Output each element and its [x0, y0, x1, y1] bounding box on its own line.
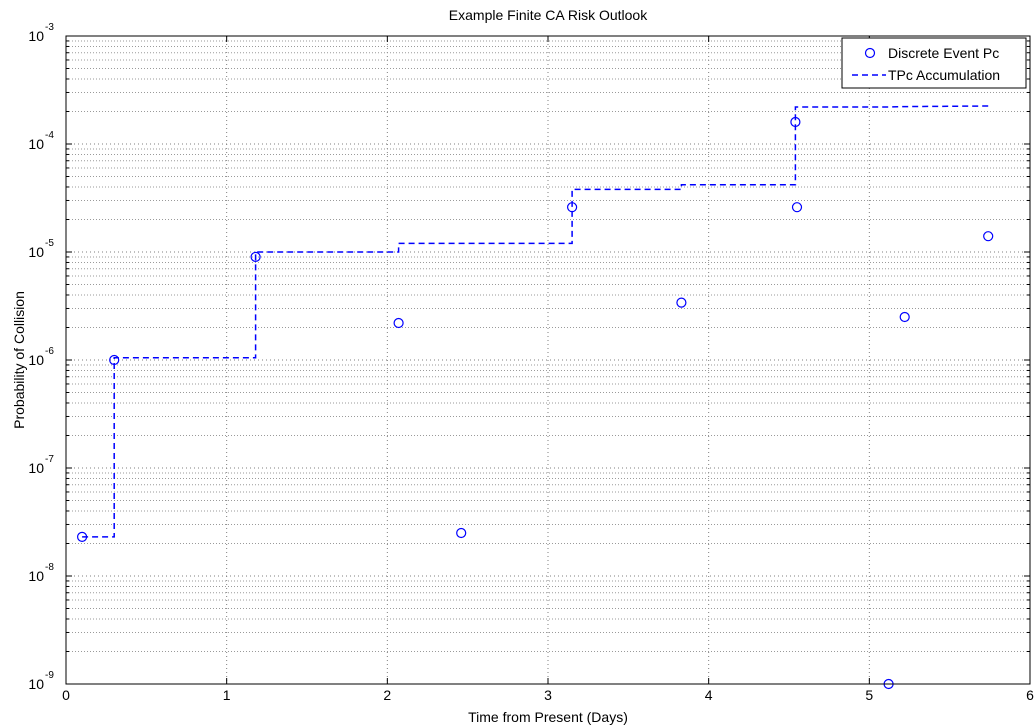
chart-title: Example Finite CA Risk Outlook — [449, 7, 648, 23]
y-tick-label-exponent: -6 — [45, 346, 54, 357]
x-axis-title: Time from Present (Days) — [468, 709, 628, 725]
x-tick-label: 5 — [865, 687, 873, 703]
data-point-discrete-event-pc — [76, 531, 88, 543]
x-tick-label: 2 — [383, 687, 391, 703]
y-tick-label-exponent: -5 — [45, 238, 54, 249]
y-tick-label: 10 — [28, 676, 44, 692]
grid — [66, 36, 1030, 684]
x-tick-label: 6 — [1026, 687, 1034, 703]
x-tick-label: 0 — [62, 687, 70, 703]
data-point-discrete-event-pc — [393, 317, 404, 329]
legend-label-discrete-event-pc: Discrete Event Pc — [888, 45, 999, 61]
y-axis-title: Probability of Collision — [11, 291, 27, 429]
tick-labels: 0 1 2 3 4 5 610-910-810-710-610-510-410-3 — [28, 22, 1034, 703]
data-point-discrete-event-pc — [899, 311, 910, 323]
legend-marker-discrete-event-pc — [864, 47, 876, 59]
y-tick-label: 10 — [28, 460, 44, 476]
data-point-discrete-event-pc — [566, 202, 578, 213]
data-point-discrete-event-pc — [790, 116, 801, 128]
legend: Discrete Event Pc TPc Accumulation — [841, 37, 1027, 89]
y-tick-label-exponent: -3 — [45, 22, 54, 33]
ticks — [65, 35, 1031, 685]
y-tick-label: 10 — [28, 352, 44, 368]
y-tick-label-exponent: -7 — [45, 454, 54, 465]
y-tick-label-exponent: -4 — [45, 130, 54, 141]
series-line-tpc-accumulation — [82, 105, 989, 538]
legend-label-tpc-accumulation: TPc Accumulation — [888, 67, 1000, 83]
y-tick-label: 10 — [28, 244, 44, 260]
y-tick-label: 10 — [28, 28, 44, 44]
y-tick-label: 10 — [28, 136, 44, 152]
x-tick-label: 1 — [223, 687, 231, 703]
legend-box — [841, 37, 1027, 89]
x-tick-label: 4 — [705, 687, 713, 703]
data-point-discrete-event-pc — [456, 527, 467, 539]
data-point-discrete-event-pc — [791, 202, 803, 213]
data-point-discrete-event-pc — [250, 251, 261, 262]
data-point-discrete-event-pc — [983, 231, 994, 242]
y-tick-label-exponent: -8 — [45, 562, 54, 573]
y-tick-label: 10 — [28, 568, 44, 584]
y-tick-label-exponent: -9 — [45, 670, 54, 681]
data-point-discrete-event-pc — [109, 354, 120, 366]
x-tick-label: 3 — [544, 687, 552, 703]
series-layer — [76, 105, 994, 690]
data-point-discrete-event-pc — [676, 297, 687, 308]
